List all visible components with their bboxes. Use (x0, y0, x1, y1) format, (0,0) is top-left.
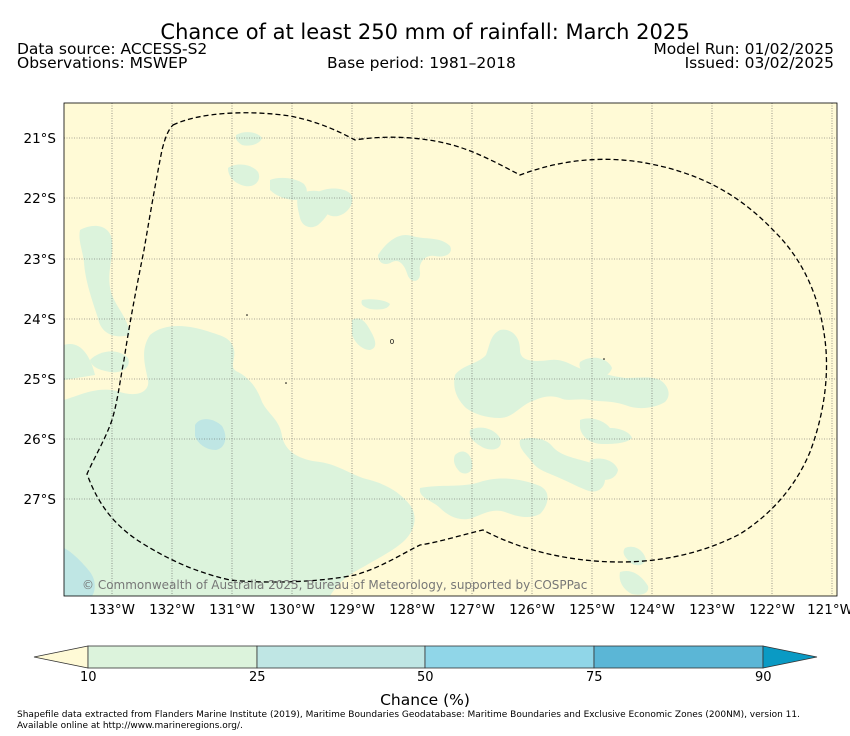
colorbar-swatch-75-90 (593, 645, 764, 669)
lon-label: 121°W (807, 602, 850, 618)
lat-label: 26°S (24, 432, 57, 448)
lat-label: 23°S (24, 252, 57, 268)
small-map-label: 0 (390, 338, 394, 346)
colorbar-swatch-10-25 (87, 645, 258, 669)
lat-label: 21°S (24, 131, 57, 147)
lat-label: 22°S (24, 191, 57, 207)
copyright-notice: © Commonwealth of Australia 2025, Bureau… (82, 578, 588, 592)
model-run-label: Model Run: 01/02/2025 (653, 40, 834, 58)
island-mark (285, 382, 287, 384)
colorbar-label: Chance (%) (380, 691, 470, 709)
gridlines (64, 103, 837, 596)
colorbar-tick: 25 (249, 670, 266, 685)
lon-label: 131°W (209, 602, 255, 618)
map-frame (63, 102, 838, 597)
colorbar-swatch-50-75 (424, 645, 595, 669)
lon-label: 126°W (509, 602, 555, 618)
colorbar-max-arrow (762, 645, 818, 669)
lon-label: 122°W (749, 602, 795, 618)
lon-label: 125°W (569, 602, 615, 618)
lon-label: 130°W (269, 602, 315, 618)
lon-label: 124°W (629, 602, 675, 618)
footnote: Shapefile data extracted from Flanders M… (17, 710, 800, 731)
data-source-label: Data source: ACCESS-S2 (17, 40, 208, 58)
lon-label: 127°W (449, 602, 495, 618)
lat-label: 27°S (24, 492, 57, 508)
colorbar-tick: 10 (80, 670, 97, 685)
island-mark (603, 358, 605, 360)
lon-label: 128°W (389, 602, 435, 618)
eez-boundary (86, 112, 828, 583)
lat-label: 25°S (24, 372, 57, 388)
region-25-50 (64, 419, 226, 596)
base-period-label: Base period: 1981–2018 (327, 54, 516, 72)
colorbar-tick: 75 (586, 670, 603, 685)
colorbar-swatch-25-50 (256, 645, 426, 669)
island-mark (246, 314, 248, 316)
observations-label: Observations: MSWEP (17, 54, 188, 72)
lon-label: 123°W (689, 602, 735, 618)
colorbar (33, 645, 818, 669)
colorbar-tick: 90 (755, 670, 772, 685)
region-10-25 (64, 132, 669, 596)
colorbar-min-arrow (33, 645, 89, 669)
lon-label: 132°W (149, 602, 195, 618)
issued-label: Issued: 03/02/2025 (684, 54, 834, 72)
colorbar-tick: 50 (417, 670, 434, 685)
lat-label: 24°S (24, 312, 57, 328)
lon-label: 133°W (89, 602, 135, 618)
lon-label: 129°W (329, 602, 375, 618)
map-title: Chance of at least 250 mm of rainfall: M… (160, 20, 690, 44)
